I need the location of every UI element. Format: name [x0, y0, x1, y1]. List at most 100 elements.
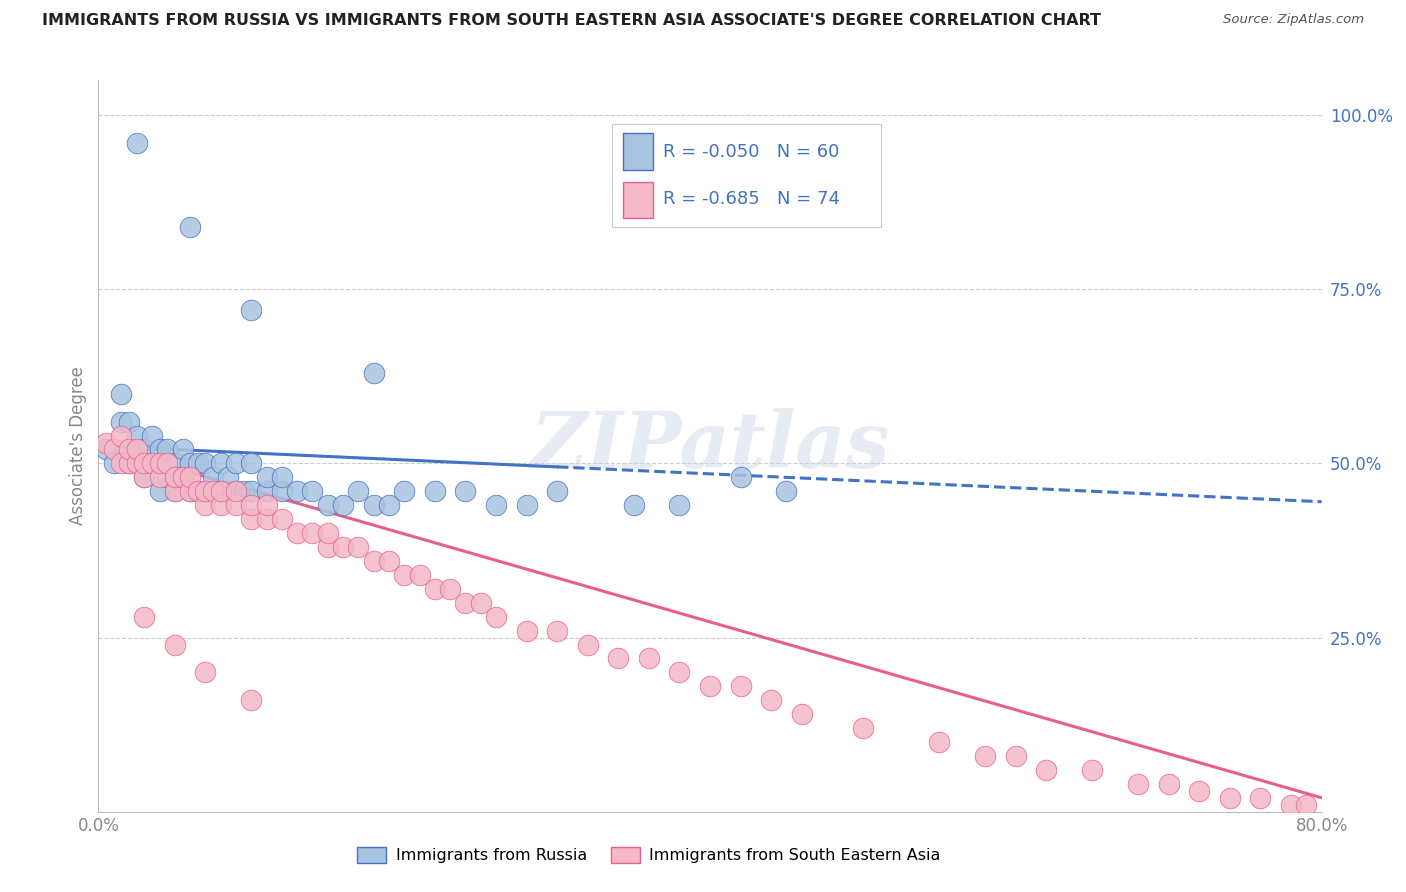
Point: [316, 526, 339, 541]
Y-axis label: Associate's Degree: Associate's Degree: [69, 367, 87, 525]
Point: [347, 484, 370, 499]
Point: [194, 484, 217, 499]
Point: [209, 484, 232, 499]
Point: [623, 498, 645, 512]
Point: [240, 484, 263, 499]
Point: [485, 498, 508, 512]
Point: [103, 442, 125, 457]
Point: [316, 498, 339, 512]
Point: [232, 484, 254, 499]
Point: [163, 470, 186, 484]
Point: [285, 526, 308, 541]
Point: [408, 567, 430, 582]
Point: [1035, 763, 1057, 777]
Point: [1219, 790, 1241, 805]
Point: [149, 457, 172, 471]
Point: [270, 484, 292, 499]
Point: [1188, 784, 1211, 798]
Point: [156, 457, 179, 471]
Point: [1081, 763, 1104, 777]
Point: [172, 470, 194, 484]
Point: [209, 457, 232, 471]
Point: [134, 457, 156, 471]
Point: [928, 735, 950, 749]
Point: [775, 484, 797, 499]
Point: [163, 638, 186, 652]
Point: [179, 470, 201, 484]
Point: [423, 582, 446, 596]
Point: [202, 484, 225, 499]
Point: [149, 484, 172, 499]
Point: [392, 484, 416, 499]
Point: [202, 470, 225, 484]
Point: [285, 484, 308, 499]
Point: [332, 540, 354, 554]
Point: [194, 484, 217, 499]
Text: R = -0.685   N = 74: R = -0.685 N = 74: [664, 190, 841, 208]
Point: [1279, 797, 1302, 812]
Point: [187, 457, 209, 471]
Point: [240, 512, 263, 526]
Point: [125, 136, 148, 150]
Point: [637, 651, 661, 665]
Point: [332, 498, 354, 512]
Point: [301, 484, 323, 499]
Point: [149, 442, 172, 457]
Point: [125, 442, 148, 457]
Point: [546, 484, 568, 499]
Text: ZIPatlas: ZIPatlas: [530, 408, 890, 484]
Point: [240, 457, 263, 471]
Text: R = -0.050   N = 60: R = -0.050 N = 60: [664, 143, 839, 161]
Text: Source: ZipAtlas.com: Source: ZipAtlas.com: [1223, 13, 1364, 27]
Point: [94, 435, 117, 450]
Point: [163, 484, 186, 499]
Point: [110, 457, 132, 471]
Point: [118, 457, 141, 471]
Point: [179, 484, 201, 499]
Point: [256, 470, 278, 484]
Point: [179, 219, 201, 234]
Point: [163, 484, 186, 499]
Point: [1157, 777, 1180, 791]
Point: [454, 484, 477, 499]
Point: [347, 540, 370, 554]
Point: [363, 554, 385, 568]
Point: [110, 415, 132, 429]
Point: [172, 442, 194, 457]
Point: [378, 554, 401, 568]
Point: [179, 484, 201, 499]
Point: [134, 442, 156, 457]
Point: [730, 679, 752, 693]
Legend: Immigrants from Russia, Immigrants from South Eastern Asia: Immigrants from Russia, Immigrants from …: [352, 840, 946, 870]
Point: [240, 498, 263, 512]
FancyBboxPatch shape: [623, 181, 652, 219]
Point: [256, 512, 278, 526]
Point: [94, 442, 117, 457]
Point: [225, 498, 247, 512]
Point: [209, 498, 232, 512]
Point: [141, 428, 163, 442]
Point: [852, 721, 875, 735]
Point: [485, 609, 508, 624]
Point: [392, 567, 416, 582]
Point: [172, 470, 194, 484]
Point: [423, 484, 446, 499]
Point: [240, 303, 263, 318]
Point: [270, 512, 292, 526]
Point: [576, 638, 599, 652]
Point: [516, 498, 538, 512]
Point: [730, 470, 752, 484]
Point: [516, 624, 538, 638]
Point: [118, 442, 141, 457]
Point: [225, 457, 247, 471]
Point: [134, 470, 156, 484]
Point: [209, 484, 232, 499]
Point: [125, 457, 148, 471]
Point: [974, 749, 997, 764]
Point: [607, 651, 630, 665]
Point: [125, 442, 148, 457]
Point: [668, 498, 690, 512]
Point: [134, 609, 156, 624]
Point: [301, 526, 323, 541]
Point: [1295, 797, 1317, 812]
